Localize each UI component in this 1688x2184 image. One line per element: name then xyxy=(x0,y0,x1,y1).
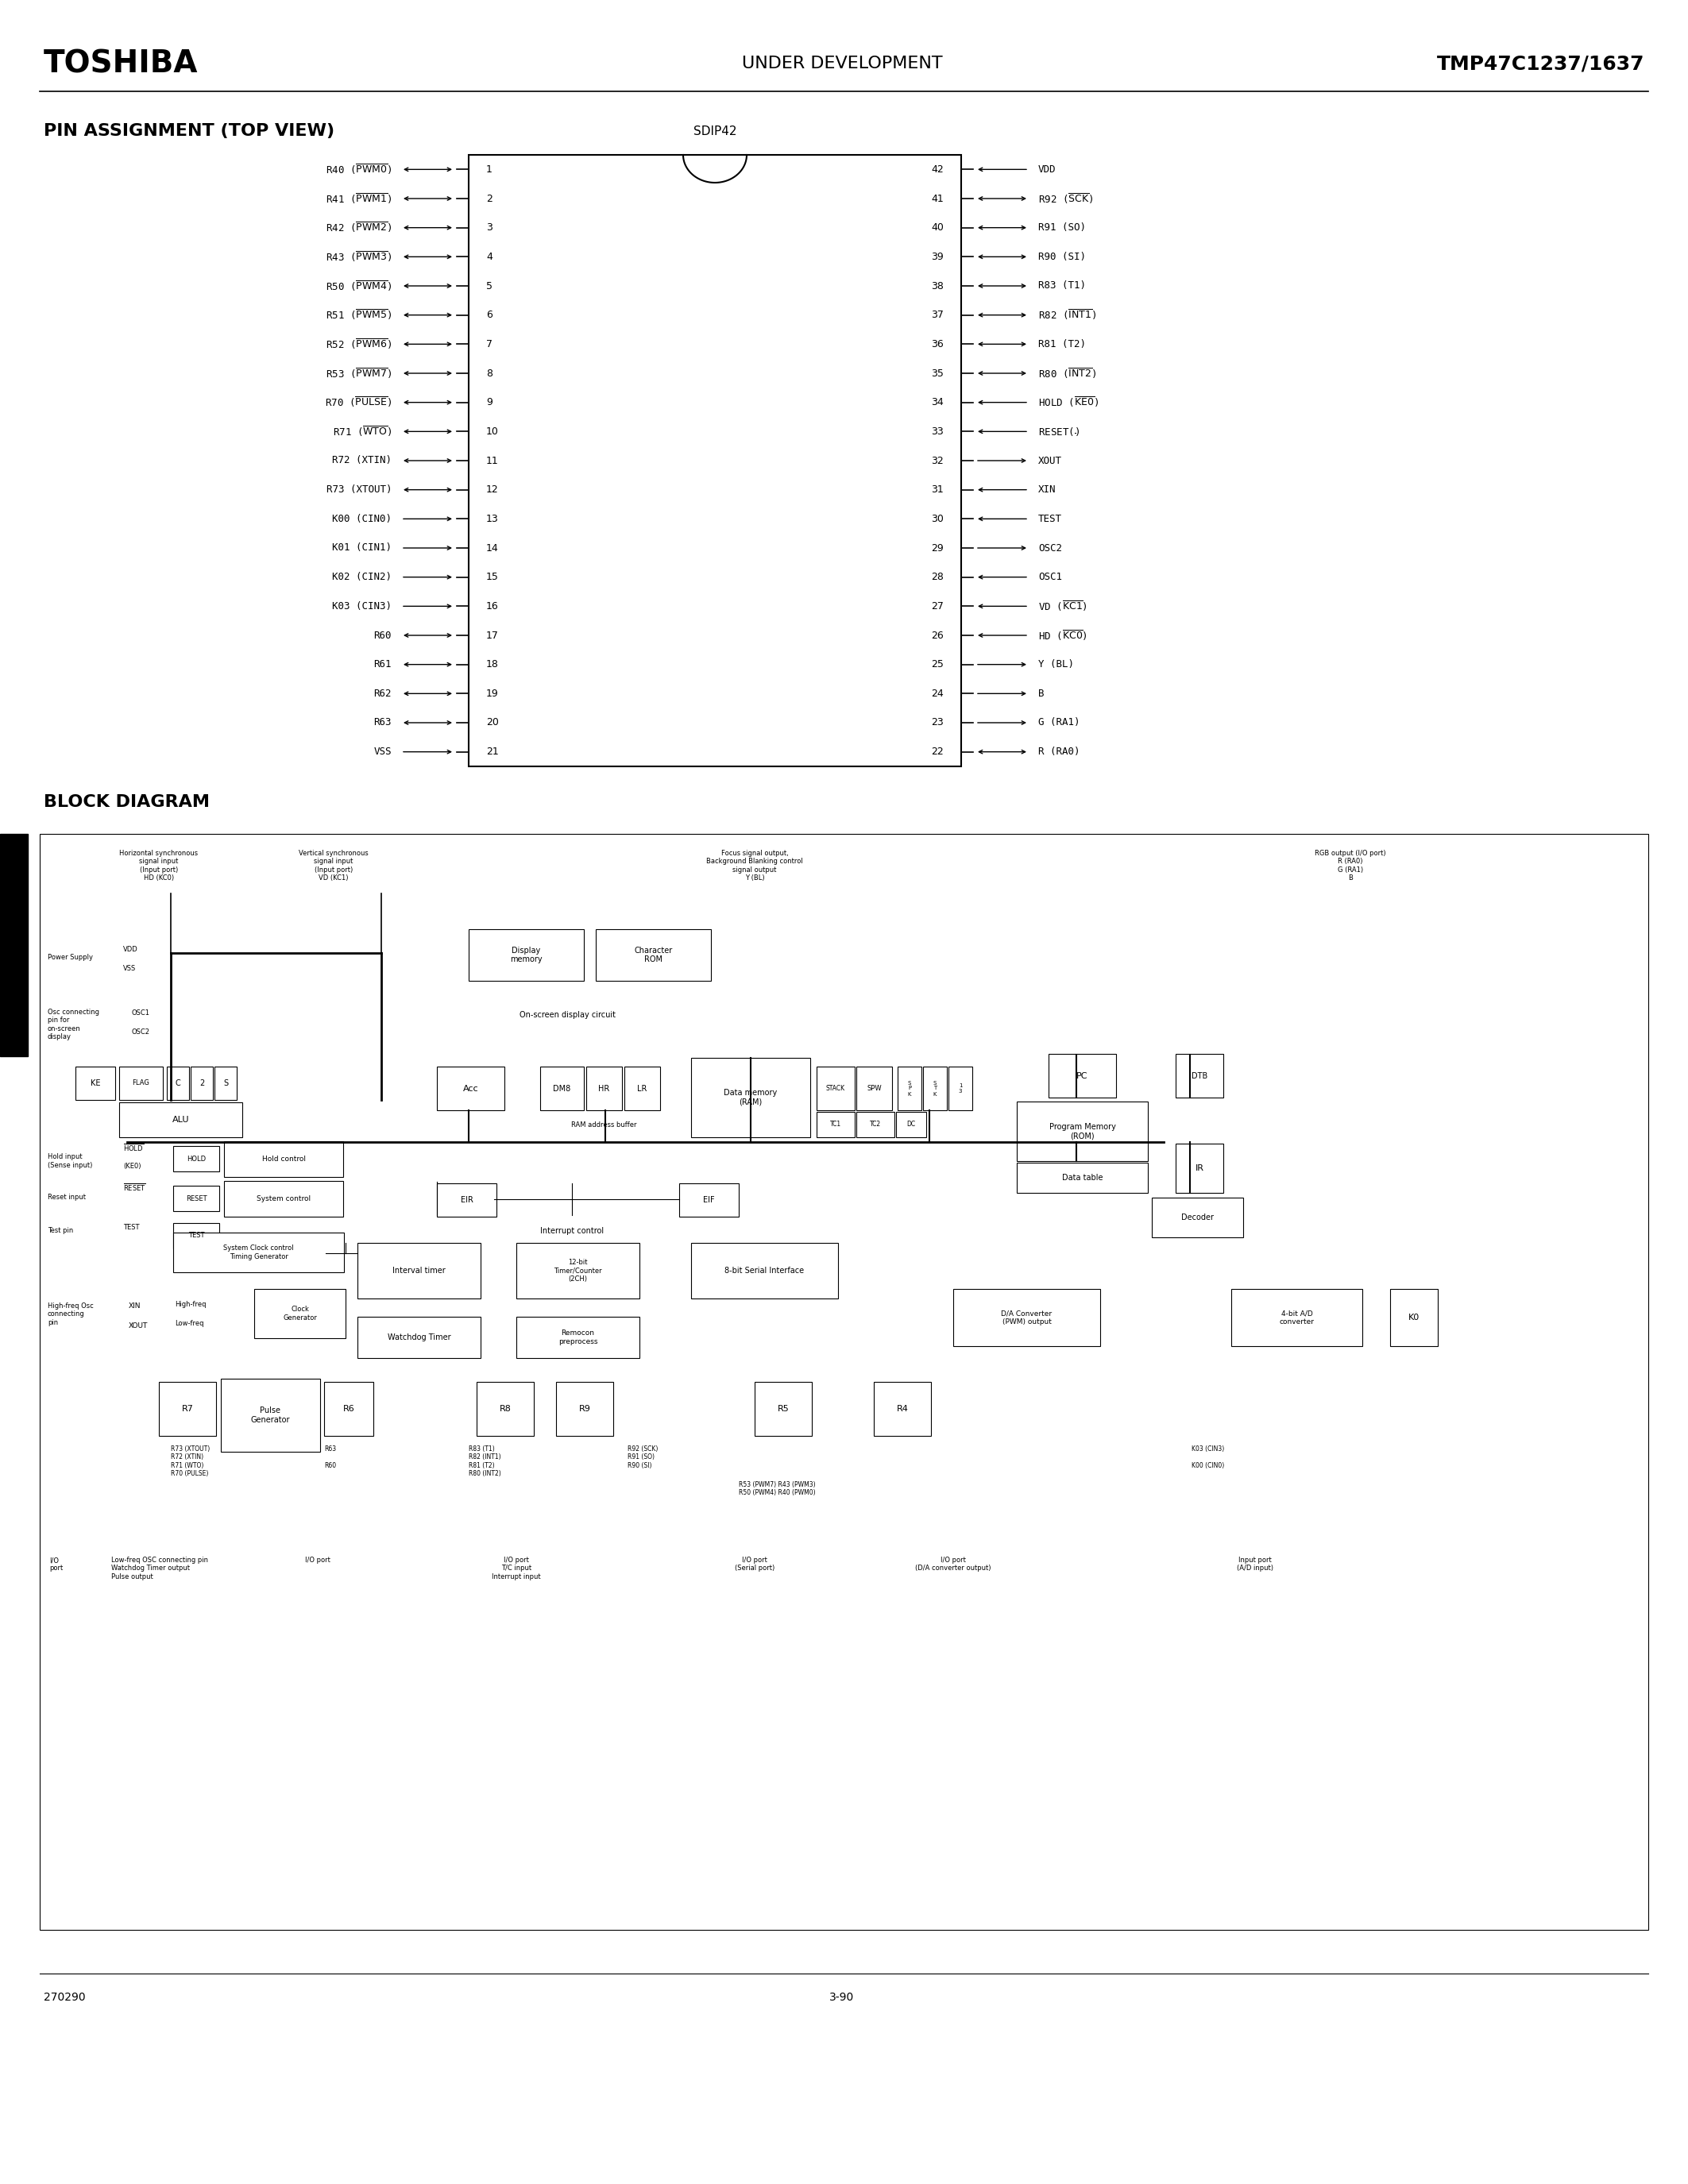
Bar xyxy=(1016,1162,1148,1192)
Text: 39: 39 xyxy=(932,251,944,262)
Text: G (RA1): G (RA1) xyxy=(1038,719,1080,727)
Text: 28: 28 xyxy=(932,572,944,583)
Text: 12: 12 xyxy=(486,485,498,496)
Text: R92 ($\overline{\mathrm{SCK}}$): R92 ($\overline{\mathrm{SCK}}$) xyxy=(1038,192,1094,205)
Text: S
P
K: S P K xyxy=(908,1081,912,1096)
Bar xyxy=(174,1186,219,1212)
Text: Osc connecting
pin for
on-screen
display: Osc connecting pin for on-screen display xyxy=(47,1009,100,1040)
Text: 13: 13 xyxy=(486,513,498,524)
Text: 34: 34 xyxy=(932,397,944,408)
Text: R73 (XTOUT): R73 (XTOUT) xyxy=(326,485,392,496)
Bar xyxy=(476,1382,533,1435)
Bar xyxy=(120,1103,243,1138)
Text: 25: 25 xyxy=(932,660,944,670)
Text: R81 (T2): R81 (T2) xyxy=(1038,339,1085,349)
Text: RGB output (I/O port)
R (RA0)
G (RA1)
B: RGB output (I/O port) R (RA0) G (RA1) B xyxy=(1315,850,1386,882)
Text: 18: 18 xyxy=(486,660,498,670)
Bar xyxy=(437,1184,496,1216)
Bar xyxy=(923,1066,947,1109)
Text: High-freq: High-freq xyxy=(176,1302,206,1308)
Text: Program Memory
(ROM): Program Memory (ROM) xyxy=(1048,1123,1116,1140)
Text: R60: R60 xyxy=(373,631,392,640)
Text: Vertical synchronous
signal input
(Input port)
VD (KC1): Vertical synchronous signal input (Input… xyxy=(299,850,368,882)
Text: 22: 22 xyxy=(932,747,944,758)
Text: TC1: TC1 xyxy=(830,1120,841,1129)
Text: 37: 37 xyxy=(932,310,944,321)
Text: IR: IR xyxy=(1195,1164,1204,1173)
Text: 7: 7 xyxy=(486,339,493,349)
Text: R53 ($\overline{\mathrm{PWM7}}$): R53 ($\overline{\mathrm{PWM7}}$) xyxy=(326,367,392,380)
Text: Low-freq OSC connecting pin
Watchdog Timer output
Pulse output: Low-freq OSC connecting pin Watchdog Tim… xyxy=(111,1557,208,1581)
Text: 270290: 270290 xyxy=(44,1992,86,2003)
Text: ALU: ALU xyxy=(172,1116,189,1125)
Text: Pulse
Generator: Pulse Generator xyxy=(252,1406,290,1424)
Text: DTB: DTB xyxy=(1192,1072,1207,1079)
Text: R62: R62 xyxy=(373,688,392,699)
Bar xyxy=(679,1184,739,1216)
Bar xyxy=(174,1232,344,1273)
Text: C: C xyxy=(176,1079,181,1088)
Bar xyxy=(586,1066,621,1109)
Bar xyxy=(0,834,27,1057)
Text: R71 ($\overline{\mathrm{WTO}}$): R71 ($\overline{\mathrm{WTO}}$) xyxy=(333,424,392,439)
Text: R92 (SCK)
R91 (SO)
R90 (SI): R92 (SCK) R91 (SO) R90 (SI) xyxy=(628,1446,658,1470)
Text: VSS: VSS xyxy=(373,747,392,758)
Text: 38: 38 xyxy=(932,282,944,290)
Text: R90 (SI): R90 (SI) xyxy=(1038,251,1085,262)
Text: PIN ASSIGNMENT (TOP VIEW): PIN ASSIGNMENT (TOP VIEW) xyxy=(44,122,334,140)
Text: On-screen display circuit: On-screen display circuit xyxy=(520,1011,616,1020)
Text: 5: 5 xyxy=(486,282,493,290)
Text: R70 ($\overline{\mathrm{PULSE}}$): R70 ($\overline{\mathrm{PULSE}}$) xyxy=(324,395,392,408)
Text: FLAG: FLAG xyxy=(132,1079,150,1088)
Text: 14: 14 xyxy=(486,544,498,553)
Bar xyxy=(41,834,1647,1931)
Text: TEST: TEST xyxy=(187,1232,204,1238)
Text: 9: 9 xyxy=(486,397,493,408)
Text: 33: 33 xyxy=(932,426,944,437)
Bar xyxy=(1016,1101,1148,1162)
Text: R80 ($\overline{\mathrm{INT2}}$): R80 ($\overline{\mathrm{INT2}}$) xyxy=(1038,367,1097,380)
Text: XIN: XIN xyxy=(1038,485,1057,496)
Bar xyxy=(437,1066,505,1109)
Bar xyxy=(358,1243,481,1299)
Bar xyxy=(76,1066,115,1101)
Bar xyxy=(167,1066,189,1101)
Text: OSC1: OSC1 xyxy=(132,1009,149,1016)
Bar xyxy=(191,1066,213,1101)
Text: Interrupt control: Interrupt control xyxy=(540,1227,604,1234)
Bar xyxy=(469,155,960,767)
Text: 21: 21 xyxy=(486,747,498,758)
Text: R52 ($\overline{\mathrm{PWM6}}$): R52 ($\overline{\mathrm{PWM6}}$) xyxy=(326,336,392,352)
Bar xyxy=(225,1142,343,1177)
Text: R73 (XTOUT)
R72 (XTIN)
R71 (WTO)
R70 (PULSE): R73 (XTOUT) R72 (XTIN) R71 (WTO) R70 (PU… xyxy=(170,1446,209,1476)
Text: R9: R9 xyxy=(579,1404,591,1413)
Text: $\overline{\mathrm{HOLD}}$: $\overline{\mathrm{HOLD}}$ xyxy=(123,1142,143,1153)
Text: Hold control: Hold control xyxy=(262,1155,306,1162)
Text: K03 (CIN3)

K00 (CIN0): K03 (CIN3) K00 (CIN0) xyxy=(1192,1446,1224,1470)
Text: Watchdog Timer: Watchdog Timer xyxy=(388,1334,451,1341)
Text: Interval timer: Interval timer xyxy=(393,1267,446,1275)
Bar xyxy=(517,1243,640,1299)
Text: XOUT: XOUT xyxy=(1038,456,1062,465)
Text: 23: 23 xyxy=(932,719,944,727)
Text: OSC2: OSC2 xyxy=(132,1029,149,1035)
Text: Decoder: Decoder xyxy=(1182,1214,1214,1221)
Text: 4-bit A/D
converter: 4-bit A/D converter xyxy=(1280,1310,1315,1326)
Text: HOLD: HOLD xyxy=(187,1155,206,1162)
Bar xyxy=(1175,1144,1224,1192)
Text: RAM address buffer: RAM address buffer xyxy=(571,1120,636,1129)
Bar xyxy=(817,1112,854,1138)
Text: Low-freq: Low-freq xyxy=(176,1319,204,1328)
Bar xyxy=(856,1112,895,1138)
Text: R61: R61 xyxy=(373,660,392,670)
Text: VD ($\overline{\mathrm{KC1}}$): VD ($\overline{\mathrm{KC1}}$) xyxy=(1038,598,1087,614)
Text: Test pin: Test pin xyxy=(47,1227,73,1234)
Text: 17: 17 xyxy=(486,631,498,640)
Text: K00 (CIN0): K00 (CIN0) xyxy=(333,513,392,524)
Text: R53 (PWM7) R43 (PWM3)
R50 (PWM4) R40 (PWM0): R53 (PWM7) R43 (PWM3) R50 (PWM4) R40 (PW… xyxy=(739,1481,815,1496)
Text: K03 (CIN3): K03 (CIN3) xyxy=(333,601,392,612)
Text: 40: 40 xyxy=(932,223,944,234)
Text: 8: 8 xyxy=(486,369,493,378)
Text: 32: 32 xyxy=(932,456,944,465)
Text: System control: System control xyxy=(257,1195,311,1203)
